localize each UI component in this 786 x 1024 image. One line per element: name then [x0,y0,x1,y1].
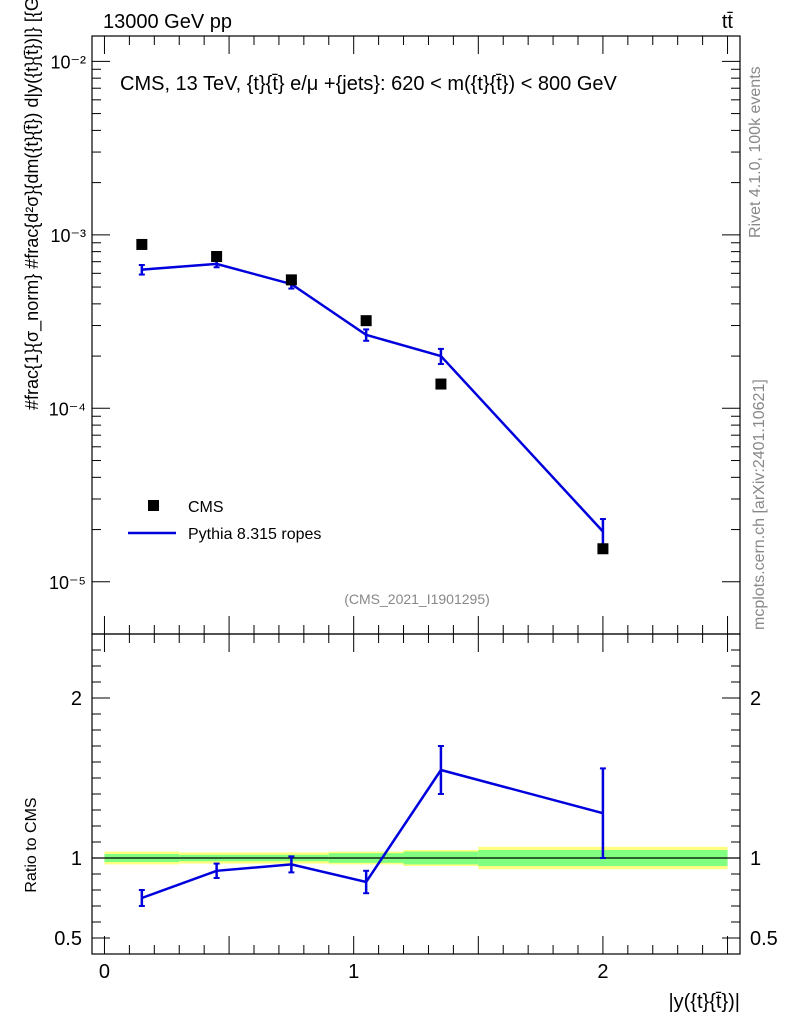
cms-data-point [211,250,223,262]
x-axis-label: |y({t}{t̄})| [668,991,740,1013]
header-right: tt̄ [722,11,734,33]
main-y-axis-ticks: 10⁻⁵ 10⁻⁴ 10⁻³ 10⁻² [49,52,740,593]
x-tick-label: 2 [597,961,608,983]
ratio-y-axis-ticks: 0.5 0.5 1 1 2 2 [54,633,778,955]
ratio-line [141,768,604,900]
main-y-tick-label: 10⁻² [50,52,86,72]
x-tick-label: 1 [348,961,359,983]
watermark: (CMS_2021_I1901295) [344,591,490,607]
ratio-plot-panel: 0.5 0.5 1 1 2 2 0 1 2 Ratio to CMS |y({t}{t̄})| [23,633,778,1013]
ratio-y-label: Ratio to CMS [23,797,40,892]
ratio-series-group [138,745,606,907]
ratio-y-tick-label-right: 2 [750,688,761,710]
ratio-y-tick-label: 0.5 [54,928,82,950]
main-series-group [136,238,609,555]
pythia-line [141,262,604,533]
legend-cms-label: CMS [188,499,224,516]
ratio-y-tick-label-right: 0.5 [750,928,778,950]
main-y-tick-label: 10⁻³ [50,226,86,246]
ratio-y-tick-label-right: 1 [750,848,761,870]
mcplots-label: mcplots.cern.ch [arXiv:2401.10621] [751,379,768,630]
ratio-frame [91,633,741,955]
cms-data-point [597,543,609,555]
ratio-y-tick-label: 1 [71,848,82,870]
legend: CMS Pythia 8.315 ropes [128,499,321,543]
main-y-tick-label: 10⁻⁴ [49,399,86,419]
main-title: CMS, 13 TeV, {t}{t̄} e/μ +{jets}: 620 < … [120,73,618,95]
main-y-tick-label: 10⁻⁵ [49,573,86,593]
main-plot-panel: 10⁻⁵ 10⁻⁴ 10⁻³ 10⁻² CMS, 13 TeV, {t}{t̄} e/… [22,0,741,635]
legend-cms-marker [148,500,159,511]
cms-data-point [285,274,297,286]
ratio-x-axis-ticks: 0 1 2 [99,634,729,983]
cms-data-point [136,238,148,250]
main-frame [91,35,741,635]
cms-data-point [360,315,372,327]
rivet-label: Rivet 4.1.0, 100k events [747,66,764,238]
main-y-label: #frac{1}{σ_norm} #frac{d²σ}{dm({t}{t̄}) … [22,0,43,410]
x-tick-label: 0 [99,961,110,983]
cms-data-point [435,378,447,390]
legend-pythia-label: Pythia 8.315 ropes [188,526,321,543]
header-left: 13000 GeV pp [103,11,232,33]
main-x-axis-ticks [103,36,729,634]
ratio-y-tick-label: 2 [71,688,82,710]
